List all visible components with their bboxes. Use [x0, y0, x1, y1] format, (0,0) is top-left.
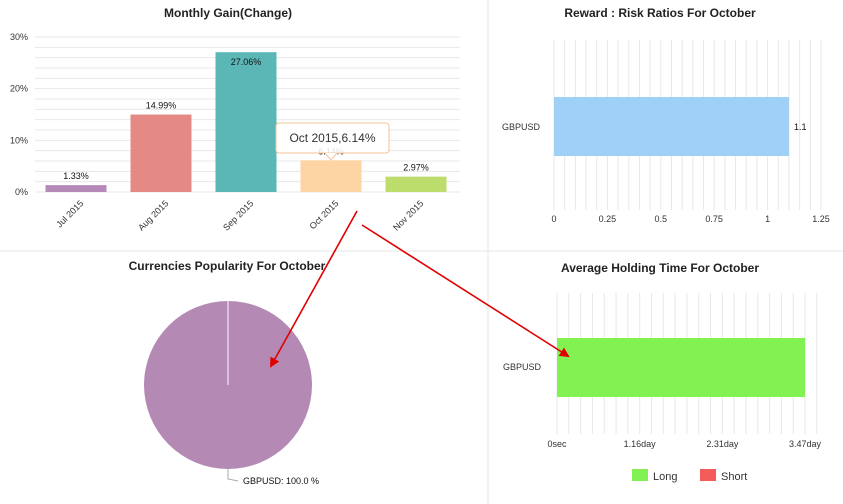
holding-time-legend-swatch-long — [632, 469, 648, 481]
monthly-gain-data-label: 14.99% — [146, 101, 177, 111]
monthly-gain-ytick-label: 20% — [10, 84, 28, 94]
monthly-gain-xtick-label: Aug 2015 — [136, 198, 170, 232]
monthly-gain-tooltip-text: Oct 2015,6.14% — [289, 131, 375, 145]
monthly-gain-ytick-label: 10% — [10, 135, 28, 145]
monthly-gain-bar-aug — [130, 114, 192, 192]
monthly-gain-xtick-label: Nov 2015 — [391, 198, 425, 232]
reward-risk-xtick-label: 0.75 — [705, 214, 723, 224]
monthly-gain-bar-nov — [385, 176, 447, 192]
monthly-gain-ytick-label: 0% — [15, 187, 28, 197]
holding-time-xtick-label: 2.31day — [706, 439, 739, 449]
monthly-gain-xtick-label: Jul 2015 — [54, 198, 85, 229]
annotation-arrow-to-pie — [270, 210, 358, 368]
reward-risk-data-label: 1.1 — [794, 122, 807, 132]
holding-time-legend-label-long: Long — [653, 471, 677, 483]
holding-time-category-label: GBPUSD — [503, 362, 542, 372]
monthly-gain-bar-oct — [300, 160, 362, 192]
reward-risk-xtick-label: 0.5 — [655, 214, 668, 224]
monthly-gain-tooltip-pointer — [324, 152, 338, 161]
monthly-gain-bar-sep — [215, 52, 277, 192]
holding-time-bar-long — [557, 338, 805, 397]
reward-risk-xtick-label: 1.25 — [812, 214, 830, 224]
holding-time-xtick-label: 0sec — [547, 439, 567, 449]
holding-time-xtick-label: 3.47day — [789, 439, 822, 449]
monthly-gain-bar-jul — [45, 185, 107, 192]
monthly-gain-data-label: 2.97% — [403, 163, 429, 173]
reward-risk-category-label: GBPUSD — [502, 122, 541, 132]
currencies-popularity-title: Currencies Popularity For October — [129, 259, 326, 273]
monthly-gain-data-label: 1.33% — [63, 171, 89, 181]
holding-time-xtick-label: 1.16day — [624, 439, 657, 449]
reward-risk-xtick-label: 1 — [765, 214, 770, 224]
monthly-gain-xtick-label: Sep 2015 — [221, 198, 255, 232]
monthly-gain-data-label: 27.06% — [231, 57, 262, 67]
holding-time-title: Average Holding Time For October — [561, 261, 759, 275]
monthly-gain-xtick-label: Oct 2015 — [308, 198, 341, 231]
reward-risk-xtick-label: 0.25 — [599, 214, 617, 224]
monthly-gain-ytick-label: 30% — [10, 32, 28, 42]
currencies-pie-data-label: GBPUSD: 100.0 % — [243, 476, 319, 486]
monthly-gain-title: Monthly Gain(Change) — [164, 6, 292, 20]
currencies-pie-connector — [227, 469, 239, 482]
annotation-arrow-to-holding-time — [361, 224, 570, 358]
reward-risk-title: Reward : Risk Ratios For October — [564, 6, 756, 20]
holding-time-legend-swatch-short — [700, 469, 716, 481]
reward-risk-xtick-label: 0 — [551, 214, 556, 224]
reward-risk-bar-gbpusd — [554, 97, 789, 156]
holding-time-legend-label-short: Short — [721, 471, 747, 483]
